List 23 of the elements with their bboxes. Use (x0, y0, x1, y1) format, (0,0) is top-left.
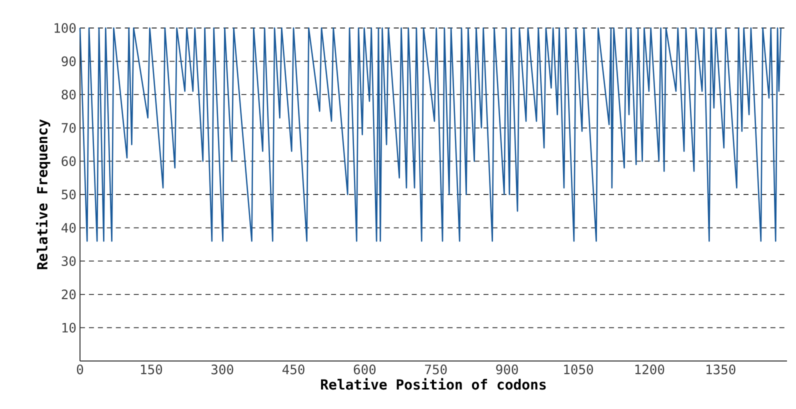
y-tick-label: 60 (62, 156, 76, 166)
y-tick-label: 100 (54, 23, 76, 33)
x-tick-label: 300 (212, 364, 234, 374)
x-tick-label: 150 (141, 364, 162, 374)
y-tick-label: 70 (62, 123, 76, 133)
y-tick-label: 20 (62, 290, 76, 300)
y-axis-title: Relative Frequency (36, 119, 50, 270)
x-tick-label: 1050 (564, 364, 593, 374)
y-tick-label: 40 (62, 222, 76, 233)
x-tick-label: 1350 (706, 364, 736, 374)
x-tick-label: 1200 (635, 364, 664, 374)
x-tick-label: 750 (425, 364, 447, 374)
y-tick-label: 80 (62, 90, 76, 100)
x-tick-label: 0 (76, 364, 84, 374)
x-tick-label: 450 (282, 364, 304, 374)
y-tick-label: 90 (62, 56, 76, 66)
y-tick-label: 30 (62, 256, 76, 266)
x-tick-label: 600 (354, 364, 376, 374)
y-tick-label: 50 (62, 190, 76, 200)
x-tick-label: 900 (496, 364, 518, 374)
x-axis-title: Relative Position of codons (321, 378, 546, 390)
y-tick-label: 10 (62, 322, 76, 333)
line-series (79, 27, 782, 242)
